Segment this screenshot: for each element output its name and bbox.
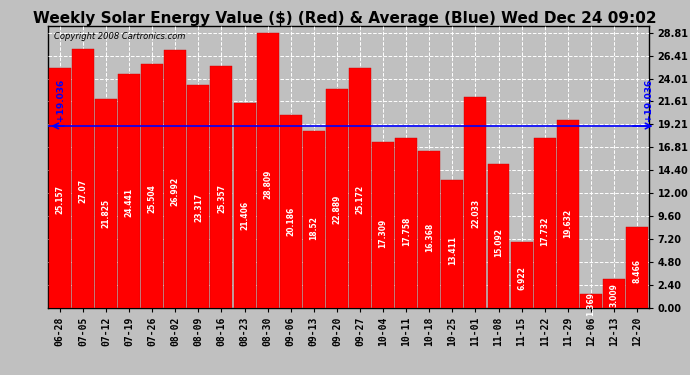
Bar [488,164,509,308]
Bar [234,104,255,308]
Bar [210,66,233,308]
Bar [464,98,486,308]
Text: 25.357: 25.357 [217,184,226,213]
Bar [49,68,71,308]
Text: 17.732: 17.732 [540,217,549,246]
Text: 13.411: 13.411 [448,236,457,264]
Text: 17.758: 17.758 [402,217,411,246]
Bar [349,68,371,308]
Text: 25.172: 25.172 [355,185,364,214]
Text: 22.889: 22.889 [333,195,342,224]
Text: 21.406: 21.406 [240,201,249,230]
Text: 1.369: 1.369 [586,292,595,316]
Text: 20.186: 20.186 [286,206,295,236]
Text: 24.441: 24.441 [125,188,134,217]
Bar [95,99,117,308]
Text: +19.036: +19.036 [644,79,653,121]
Bar [141,64,163,308]
Bar [164,50,186,308]
Bar [626,227,648,308]
Bar [372,142,394,308]
Text: 25.157: 25.157 [55,185,64,214]
Bar [303,131,325,308]
Text: Weekly Solar Energy Value ($) (Red) & Average (Blue) Wed Dec 24 09:02: Weekly Solar Energy Value ($) (Red) & Av… [33,11,657,26]
Text: 25.504: 25.504 [148,184,157,213]
Bar [279,115,302,308]
Bar [257,33,279,308]
Text: 8.466: 8.466 [633,259,642,283]
Text: 16.368: 16.368 [425,223,434,252]
Bar [395,138,417,308]
Text: 19.632: 19.632 [563,209,572,238]
Text: 28.809: 28.809 [263,169,272,199]
Bar [188,85,209,308]
Text: 15.092: 15.092 [494,228,503,257]
Text: 17.309: 17.309 [379,219,388,248]
Bar [603,279,625,308]
Bar [511,242,533,308]
Text: 3.009: 3.009 [609,283,618,306]
Bar [442,180,463,308]
Text: 27.07: 27.07 [79,179,88,203]
Bar [534,138,555,308]
Text: 23.317: 23.317 [194,193,203,222]
Bar [72,50,94,308]
Text: 6.922: 6.922 [517,266,526,290]
Text: 18.52: 18.52 [309,216,318,240]
Text: 21.825: 21.825 [101,199,110,228]
Bar [118,75,140,308]
Bar [557,120,579,308]
Text: 22.033: 22.033 [471,198,480,228]
Bar [418,152,440,308]
Text: +19.036: +19.036 [57,79,66,121]
Bar [580,294,602,307]
Bar [326,89,348,308]
Text: 26.992: 26.992 [171,177,180,206]
Text: Copyright 2008 Cartronics.com: Copyright 2008 Cartronics.com [55,32,186,41]
